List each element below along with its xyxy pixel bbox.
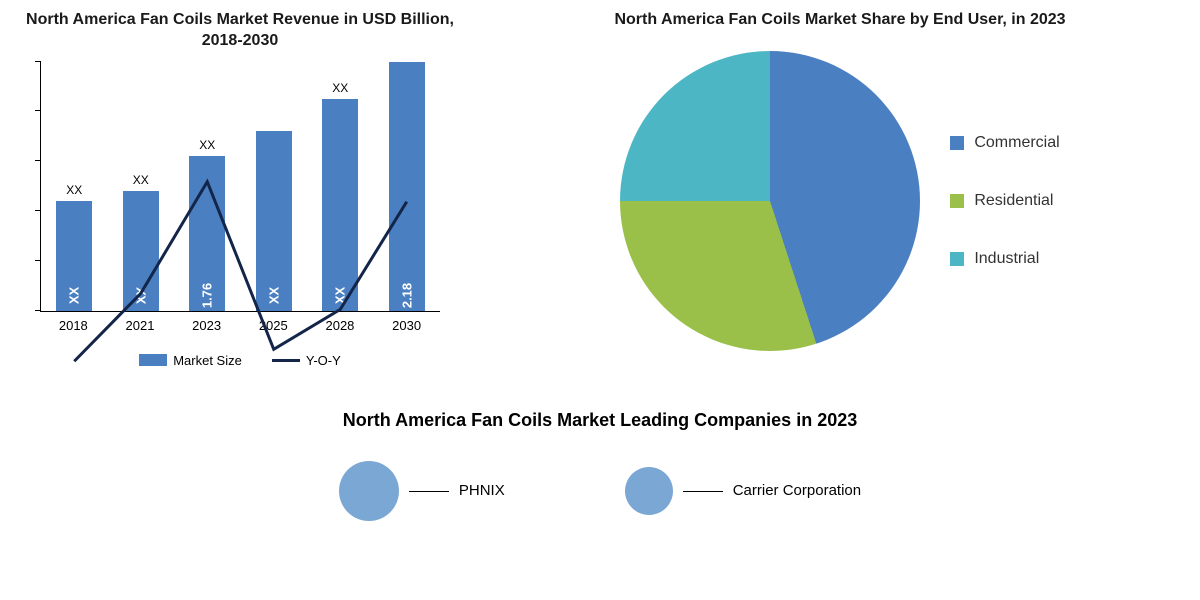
bar: XXXX xyxy=(123,191,159,311)
x-axis-label: 2028 xyxy=(320,318,360,333)
companies-title: North America Fan Coils Market Leading C… xyxy=(20,410,1180,431)
pie-legend-swatch xyxy=(950,194,964,208)
x-axis-label: 2023 xyxy=(187,318,227,333)
bar-wrap: XX XX xyxy=(121,62,161,311)
bar-inside-label: XX xyxy=(67,286,82,303)
company-bubble-item: Carrier Corporation xyxy=(625,467,861,515)
top-row: North America Fan Coils Market Revenue i… xyxy=(0,0,1200,400)
bar-chart-area: XX XX XX XX XX 1.76 XX XX XX 2.18 xyxy=(40,62,440,312)
pie-legend-swatch xyxy=(950,252,964,266)
x-axis-label: 2021 xyxy=(120,318,160,333)
bar-chart-legend: Market Size Y-O-Y xyxy=(20,353,460,368)
company-label: Carrier Corporation xyxy=(733,482,861,500)
company-bubble xyxy=(339,461,399,521)
company-bubble-item: PHNIX xyxy=(339,461,505,521)
company-label: PHNIX xyxy=(459,482,505,500)
bars-container: XX XX XX XX XX 1.76 XX XX XX 2.18 xyxy=(41,62,440,311)
bar: 2.18 xyxy=(389,62,425,311)
bar-chart-panel: North America Fan Coils Market Revenue i… xyxy=(0,0,480,400)
legend-market-size-label: Market Size xyxy=(173,353,242,368)
bar-wrap: XX XX xyxy=(54,62,94,311)
bar-inside-label: XX xyxy=(266,286,281,303)
legend-yoy-label: Y-O-Y xyxy=(306,353,341,368)
pie-chart xyxy=(620,51,920,351)
pie-legend-label: Industrial xyxy=(974,250,1039,268)
pie-legend-label: Commercial xyxy=(974,134,1059,152)
bar: XX xyxy=(256,131,292,310)
bar: XX1.76 xyxy=(189,156,225,310)
bubble-connector xyxy=(683,491,723,492)
bar-top-label: XX xyxy=(66,183,82,197)
pie-legend: Commercial Residential Industrial xyxy=(950,134,1059,268)
bar-top-label: XX xyxy=(332,81,348,95)
pie-legend-label: Residential xyxy=(974,192,1053,210)
bar-top-label: XX xyxy=(199,138,215,152)
bar-top-label: XX xyxy=(133,173,149,187)
yoy-swatch xyxy=(272,359,300,362)
pie-chart-title: North America Fan Coils Market Share by … xyxy=(500,10,1180,31)
bar-inside-label: XX xyxy=(333,286,348,303)
pie-legend-swatch xyxy=(950,136,964,150)
legend-yoy: Y-O-Y xyxy=(272,353,341,368)
pie-legend-item: Industrial xyxy=(950,250,1059,268)
companies-panel: North America Fan Coils Market Leading C… xyxy=(0,400,1200,531)
bar-wrap: XX xyxy=(254,62,294,311)
x-axis-label: 2018 xyxy=(53,318,93,333)
pie-legend-item: Residential xyxy=(950,192,1059,210)
bar-inside-label: XX xyxy=(133,286,148,303)
pie-legend-item: Commercial xyxy=(950,134,1059,152)
bar-wrap: XX XX xyxy=(320,62,360,311)
pie-chart-wrap: Commercial Residential Industrial xyxy=(500,41,1180,361)
bar-wrap: XX 1.76 xyxy=(187,62,227,311)
company-bubble xyxy=(625,467,673,515)
x-axis-label: 2025 xyxy=(253,318,293,333)
bar-inside-label: 1.76 xyxy=(200,282,215,307)
x-axis-label: 2030 xyxy=(387,318,427,333)
bar-chart-title: North America Fan Coils Market Revenue i… xyxy=(20,10,460,52)
market-size-swatch xyxy=(139,354,167,366)
bar-wrap: 2.18 xyxy=(387,62,427,311)
bar-chart-x-labels: 2018 2021 2023 2025 2028 2030 xyxy=(40,318,440,333)
bar: XXXX xyxy=(56,201,92,311)
bar-inside-label: 2.18 xyxy=(399,282,414,307)
legend-market-size: Market Size xyxy=(139,353,242,368)
bubble-connector xyxy=(409,491,449,492)
bar: XXXX xyxy=(322,99,358,311)
pie-chart-panel: North America Fan Coils Market Share by … xyxy=(480,0,1200,400)
companies-bubbles: PHNIX Carrier Corporation xyxy=(20,461,1180,521)
